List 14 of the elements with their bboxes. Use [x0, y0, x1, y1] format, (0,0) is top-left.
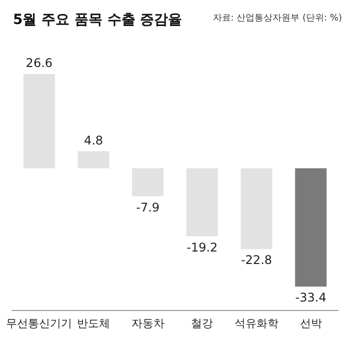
data-label: 4.8: [84, 133, 104, 148]
data-label: -33.4: [295, 290, 326, 305]
x-tick-label: 철강: [191, 317, 214, 330]
data-label: -7.9: [136, 200, 160, 214]
chart-title: 5월 주요 품목 수출 증감율: [13, 12, 182, 28]
text: 자료: 산업통상자원부 (단위: %): [212, 14, 342, 24]
data-label: 26.6: [26, 56, 53, 70]
data-label: -19.2: [186, 240, 218, 254]
x-tick-label: 자동차: [131, 317, 164, 330]
x-tick-label: 반도체: [77, 317, 110, 330]
x-tick-label: 무선통신기기: [6, 317, 72, 330]
data-label: -22.8: [240, 253, 272, 268]
x-tick-label: 석유화학: [234, 317, 278, 330]
x-tick-label: 선박: [300, 317, 322, 330]
